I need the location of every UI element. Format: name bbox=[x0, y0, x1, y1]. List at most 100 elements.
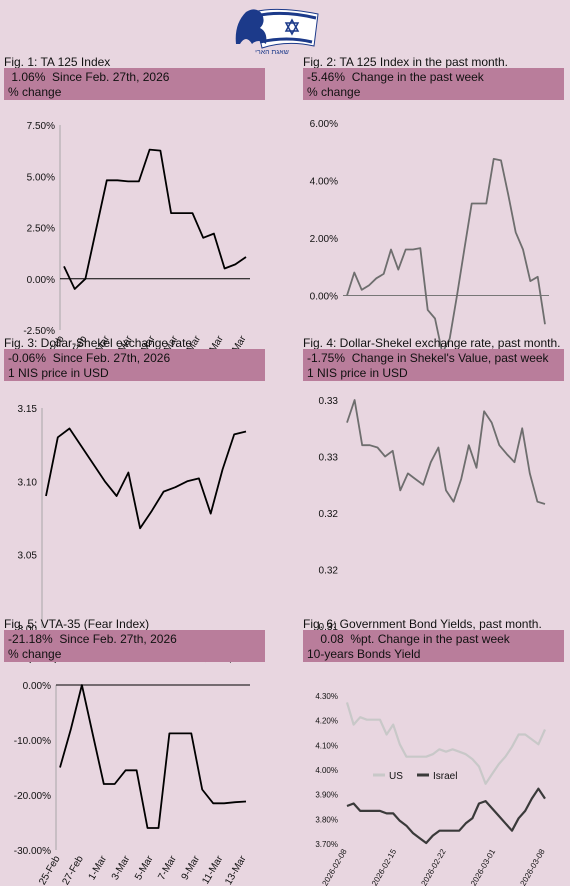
stat-line: -0.06% Since Feb. 27th, 2026 bbox=[8, 351, 170, 365]
y-tick-label: -30.00% bbox=[14, 846, 51, 857]
figure-6: Fig. 6: Government Bond Yields, past mon… bbox=[303, 617, 567, 886]
series-line bbox=[63, 148, 247, 290]
stat-line: -1.75% Change in Shekel's Value, past we… bbox=[307, 351, 549, 365]
stat-label: Change in Shekel's Value, past week bbox=[351, 351, 549, 365]
x-tick-label: 2026-03-01 bbox=[469, 847, 498, 886]
series-line bbox=[346, 158, 546, 354]
star-of-david-icon bbox=[284, 18, 300, 36]
chart-svg: -2.00%0.00%2.00%4.00%6.00%2/15/20262/22/… bbox=[306, 119, 551, 371]
stat-value: 1.06% bbox=[8, 70, 46, 84]
figure-title: Fig. 3: Dollar-Shekel exchange rate bbox=[4, 336, 193, 350]
y-tick-label: 4.00% bbox=[310, 177, 338, 188]
y-tick-label: 4.30% bbox=[315, 692, 338, 701]
y-tick-label: 0.00% bbox=[23, 681, 51, 692]
stat-band: 0.08 %pt. Change in the past week 10-yea… bbox=[303, 630, 564, 662]
y-tick-label: 4.00% bbox=[315, 766, 338, 775]
y-tick-label: 0.00% bbox=[27, 275, 55, 286]
x-tick-label: 2026-02-22 bbox=[419, 847, 448, 886]
figure-2: Fig. 2: TA 125 Index in the past month. … bbox=[303, 55, 567, 371]
stat-line: -21.18% Since Feb. 27th, 2026 bbox=[8, 632, 177, 646]
unit-label: 10-years Bonds Yield bbox=[307, 647, 421, 661]
flag-banner-icon bbox=[253, 8, 319, 49]
figure-title: Fig. 1: TA 125 Index bbox=[4, 55, 111, 69]
stat-label: Since Feb. 27th, 2026 bbox=[52, 70, 170, 84]
y-tick-label: 0.00% bbox=[310, 292, 338, 303]
chart-svg: 3.003.053.103.1525-Feb27-Feb1-Mar3-Mar5-… bbox=[18, 404, 249, 665]
y-tick-label: -20.00% bbox=[14, 791, 51, 802]
stat-line: -5.46% Change in the past week bbox=[307, 70, 484, 84]
unit-label: 1 NIS price in USD bbox=[307, 366, 408, 380]
y-tick-label: 3.80% bbox=[315, 815, 338, 824]
stat-label: Change in the past week bbox=[351, 70, 484, 84]
figure-5: Fig. 5: VTA-35 (Fear Index) -21.18% Sinc… bbox=[4, 617, 268, 886]
unit-label: 1 NIS price in USD bbox=[8, 366, 109, 380]
x-tick-label: 2026-03-08 bbox=[518, 847, 547, 886]
chart-svg: -2.50%0.00%2.50%5.00%7.50%25-Feb27-Feb1-… bbox=[23, 121, 250, 367]
chart-svg: 3.70% 3.80% 3.90% 4.00% 4.10% 4.20% 4.30% 2026-… bbox=[315, 692, 547, 886]
x-tick-label: 11-Mar bbox=[200, 853, 225, 886]
y-tick-label: 0.31 bbox=[319, 622, 339, 633]
stat-band: -0.06% Since Feb. 27th, 2026 1 NIS price… bbox=[4, 349, 265, 381]
legend-label: US bbox=[389, 771, 403, 782]
stat-line: 0.08 %pt. Change in the past week bbox=[307, 632, 510, 646]
series-line bbox=[59, 684, 247, 829]
stat-line: 1.06% Since Feb. 27th, 2026 bbox=[8, 70, 169, 84]
y-tick-label: 2.00% bbox=[310, 234, 338, 245]
y-tick-label: 4.20% bbox=[315, 717, 338, 726]
y-tick-label: 3.90% bbox=[315, 791, 338, 800]
figure-title: Fig. 2: TA 125 Index in the past month. bbox=[303, 55, 509, 69]
x-tick-label: 2026-02-15 bbox=[370, 847, 399, 886]
y-tick-label: 7.50% bbox=[27, 121, 55, 132]
y-tick-label: 3.05 bbox=[18, 551, 38, 562]
stat-label: %pt. Change in the past week bbox=[350, 632, 510, 646]
lion-icon bbox=[235, 9, 267, 44]
series-line-israel bbox=[346, 787, 546, 845]
x-tick-label: 13-Mar bbox=[223, 853, 249, 886]
series-line-us bbox=[345, 702, 547, 785]
y-tick-label: -2.50% bbox=[23, 326, 55, 337]
x-tick-label: 2026-02-08 bbox=[320, 847, 349, 886]
y-tick-label: 3.10 bbox=[18, 477, 38, 488]
unit-label: % change bbox=[307, 85, 361, 99]
y-tick-label: 0.32 bbox=[319, 566, 339, 577]
x-tick-label: 3-Mar bbox=[110, 853, 133, 882]
unit-label: % change bbox=[8, 85, 62, 99]
y-tick-label: 6.00% bbox=[310, 119, 338, 130]
x-tick-label: 25-Feb bbox=[37, 854, 63, 886]
figure-4: Fig. 4: Dollar-Shekel exchange rate, pas… bbox=[303, 336, 567, 644]
stat-value: -5.46% bbox=[307, 70, 346, 84]
x-tick-label: 1-Mar bbox=[87, 853, 110, 882]
figure-title: Fig. 5: VTA-35 (Fear Index) bbox=[4, 617, 150, 631]
stat-band: -1.75% Change in Shekel's Value, past we… bbox=[303, 349, 564, 381]
stat-value: 0.08 bbox=[307, 632, 344, 646]
series-line bbox=[346, 399, 546, 505]
stat-band: -5.46% Change in the past week % change bbox=[303, 68, 564, 100]
figure-title: Fig. 4: Dollar-Shekel exchange rate, pas… bbox=[303, 336, 561, 350]
stat-label: Since Feb. 27th, 2026 bbox=[59, 632, 177, 646]
y-tick-label: 0.33 bbox=[319, 453, 339, 464]
stat-band: 1.06% Since Feb. 27th, 2026 % change bbox=[4, 68, 265, 100]
stat-value: -21.18% bbox=[8, 632, 53, 646]
y-tick-label: 3.00 bbox=[18, 624, 38, 635]
figure-title: Fig. 6: Government Bond Yields, past mon… bbox=[303, 617, 542, 631]
x-tick-label: 5-Mar bbox=[133, 853, 156, 882]
y-tick-label: 3.70% bbox=[315, 840, 338, 849]
y-tick-label: 0.33 bbox=[319, 396, 339, 407]
series-line bbox=[45, 427, 247, 530]
x-tick-label: 7-Mar bbox=[156, 853, 179, 882]
y-tick-label: 3.15 bbox=[18, 404, 38, 415]
unit-label: % change bbox=[8, 647, 62, 661]
logo-text: שאגת הארי bbox=[255, 49, 289, 56]
stat-band: -21.18% Since Feb. 27th, 2026 % change bbox=[4, 630, 265, 662]
legend-label: Israel bbox=[433, 771, 457, 782]
figure-3: Fig. 3: Dollar-Shekel exchange rate -0.0… bbox=[4, 336, 268, 665]
lion-flag-logo: שאגת הארי bbox=[235, 8, 319, 56]
y-tick-label: 0.32 bbox=[319, 509, 339, 520]
y-tick-label: 2.50% bbox=[27, 224, 55, 235]
stat-value: -0.06% bbox=[8, 351, 47, 365]
figure-1: Fig. 1: TA 125 Index 1.06% Since Feb. 27… bbox=[4, 55, 268, 367]
x-tick-label: 27-Feb bbox=[60, 854, 86, 886]
y-tick-label: 5.00% bbox=[27, 172, 55, 183]
x-tick-label: 9-Mar bbox=[180, 853, 203, 882]
